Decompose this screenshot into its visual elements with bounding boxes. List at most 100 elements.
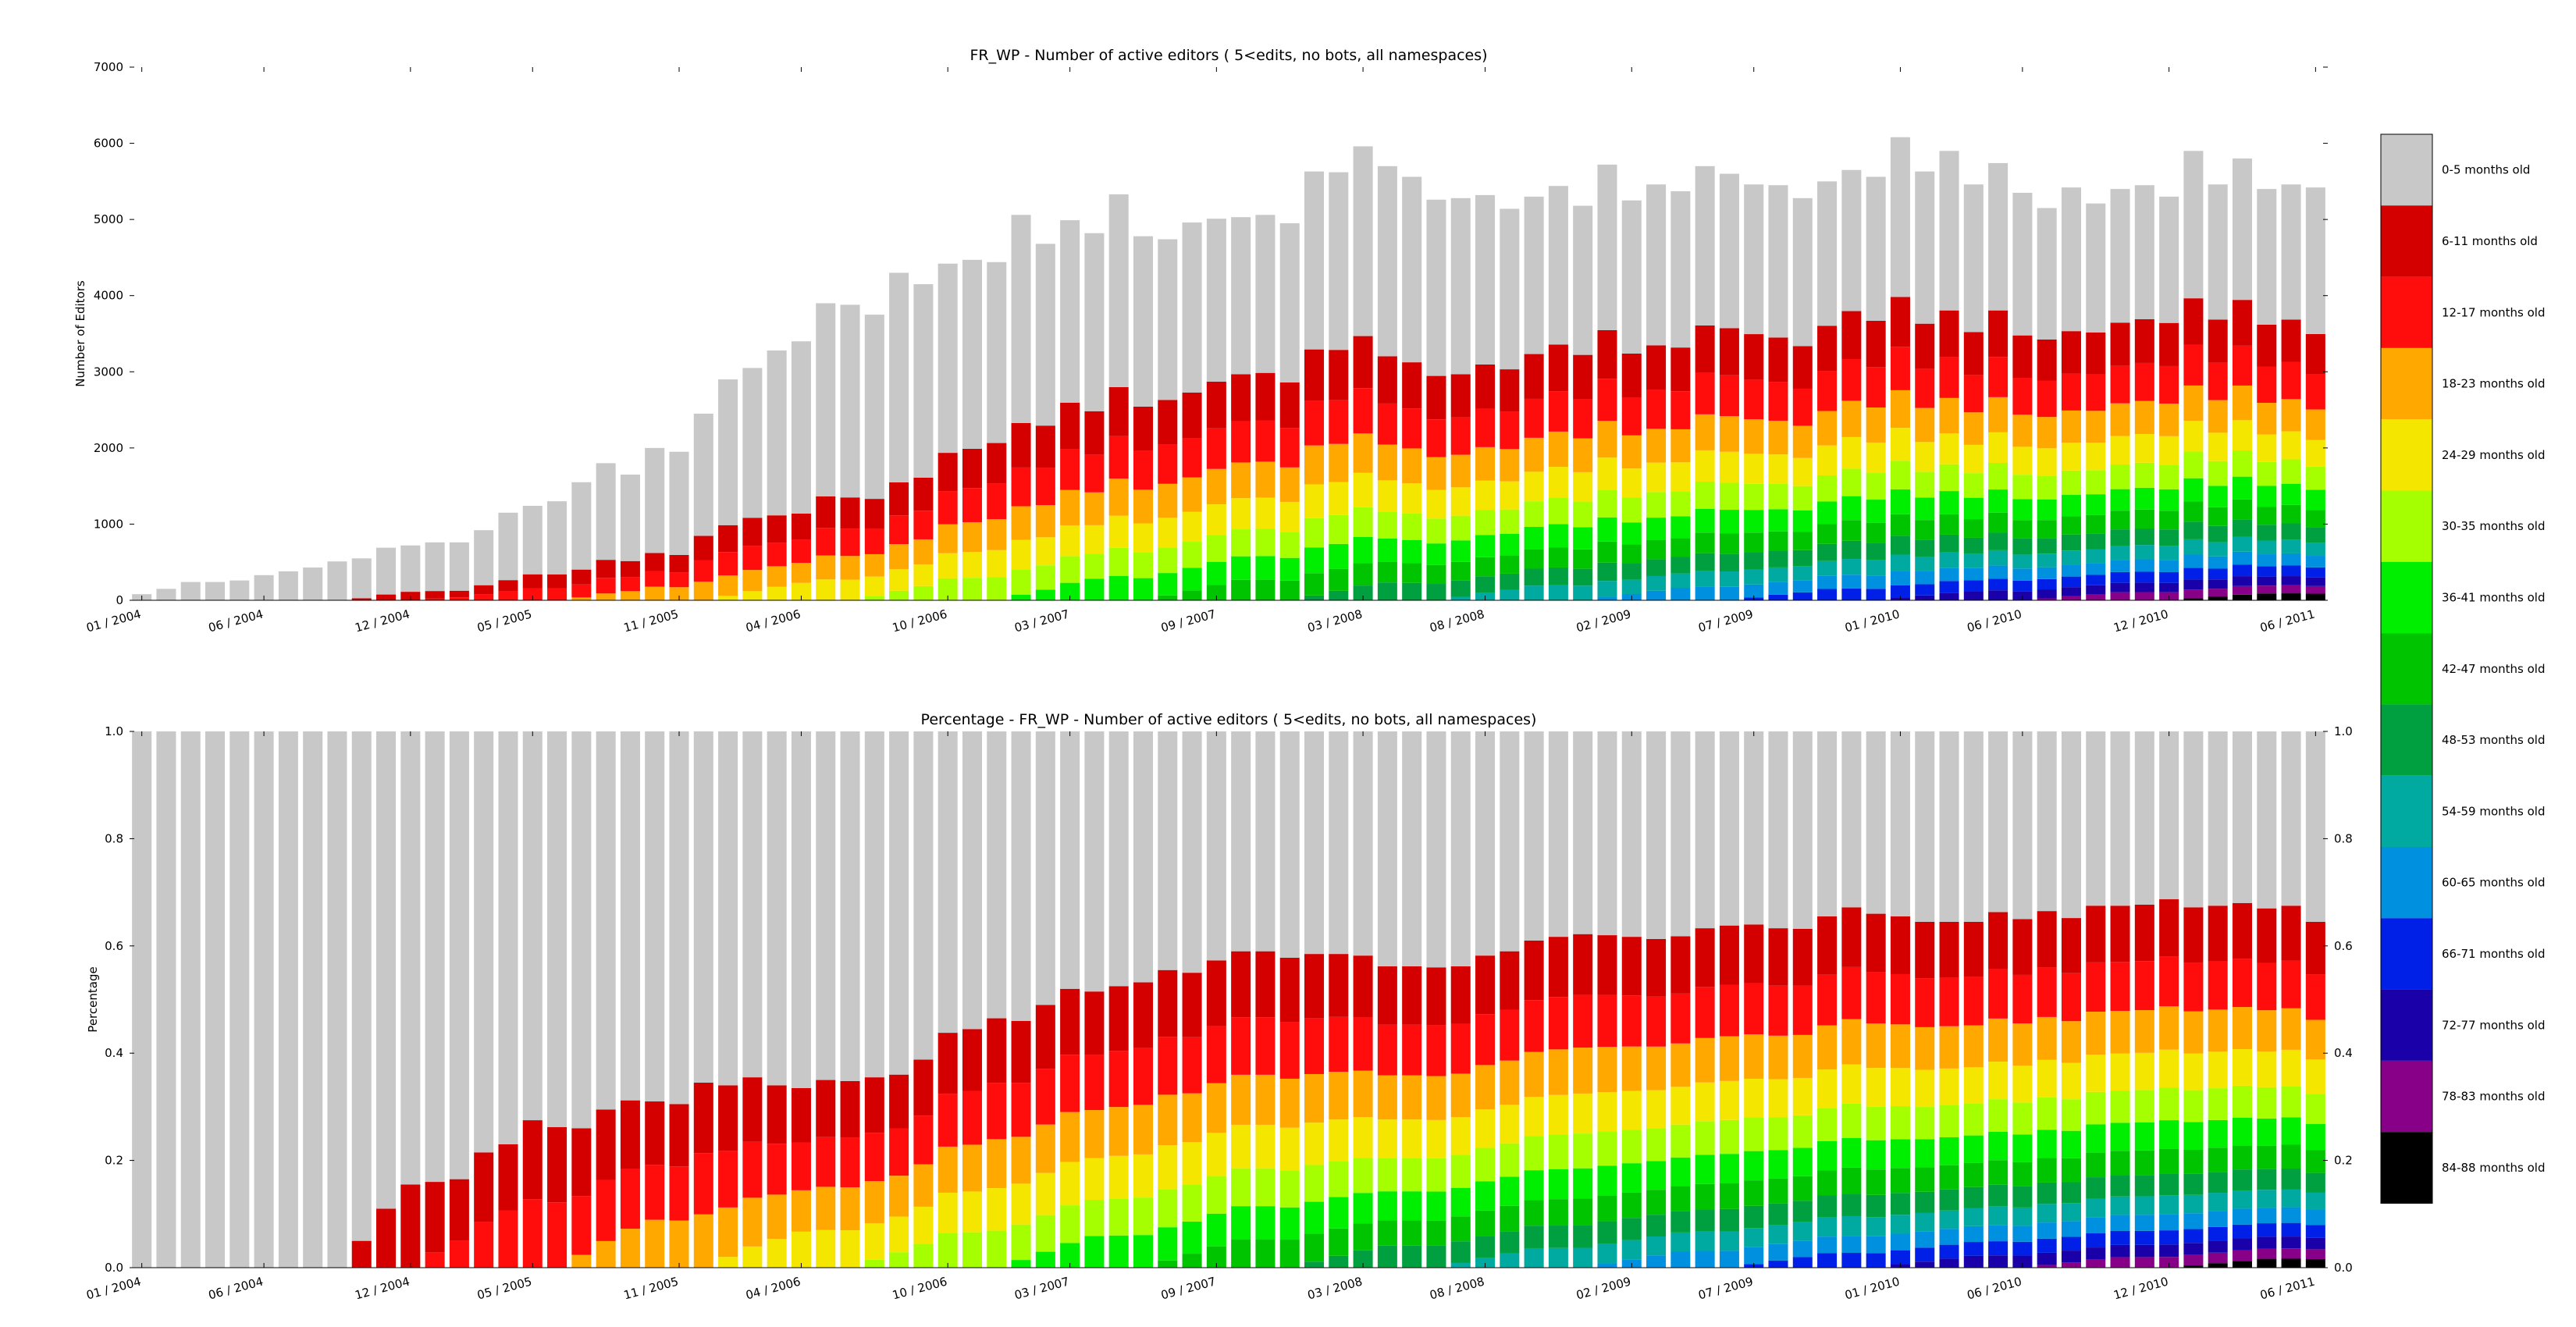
bar-segment — [2086, 1247, 2106, 1260]
bar-segment — [2183, 1243, 2204, 1255]
bar-segment — [1670, 429, 1691, 463]
bar-segment — [1084, 991, 1105, 1055]
bar-segment — [1182, 567, 1202, 591]
bar-segment — [2257, 507, 2277, 525]
bar-segment — [1963, 1208, 1984, 1226]
bar-segment — [1670, 1157, 1691, 1186]
bar-segment — [2232, 1049, 2252, 1086]
bar-segment — [2159, 529, 2179, 546]
bar-segment — [1231, 529, 1251, 557]
bar-segment — [1475, 557, 1496, 577]
y-tick-label: 0.4 — [2334, 1046, 2353, 1060]
bar-segment — [522, 574, 543, 589]
bar-segment — [1500, 1143, 1520, 1177]
bar-segment — [718, 575, 738, 596]
bar-segment — [596, 1109, 616, 1180]
bar-segment — [2086, 1217, 2106, 1234]
bar-segment — [1597, 1092, 1617, 1132]
bar-segment — [2134, 362, 2154, 401]
bar-segment — [1450, 1117, 1471, 1155]
bar-segment — [864, 1259, 884, 1268]
bar-segment — [2012, 1162, 2033, 1186]
bar-segment — [1279, 1078, 1300, 1128]
bar-segment — [913, 1206, 934, 1244]
bar-segment — [1768, 382, 1788, 421]
bar-segment — [1963, 1025, 1984, 1068]
bar-segment — [2257, 1145, 2277, 1169]
bar-segment — [156, 731, 176, 1268]
y-tick-label: 0.6 — [2334, 939, 2353, 953]
bar-segment — [1011, 1137, 1031, 1184]
bar-segment — [889, 590, 909, 600]
bar-segment — [1500, 1231, 1520, 1254]
bar-segment — [1646, 996, 1667, 1047]
bar-segment — [2037, 1265, 2057, 1268]
bar-segment — [2281, 565, 2301, 577]
bar-segment — [1475, 1210, 1496, 1236]
bar-segment — [2257, 1248, 2277, 1259]
bar-segment — [2257, 461, 2277, 486]
bar-segment — [2281, 1168, 2301, 1190]
bar-segment — [2037, 1182, 2057, 1204]
bar-segment — [1279, 382, 1300, 429]
bar-segment — [2183, 1090, 2204, 1122]
bar-segment — [1450, 1241, 1471, 1263]
bar-segment — [913, 1059, 934, 1116]
bar-segment — [2208, 1009, 2228, 1052]
bar-segment — [620, 1229, 640, 1268]
bar-segment — [1011, 215, 1031, 423]
y-tick-label: 0.0 — [105, 1261, 123, 1275]
bar-segment — [2208, 1119, 2228, 1148]
bar-segment — [1695, 165, 1715, 326]
bar-segment — [2208, 1051, 2228, 1089]
bar-segment — [1304, 1233, 1325, 1262]
bar-segment — [1792, 1240, 1813, 1258]
bar-segment — [1719, 925, 1739, 985]
bar-segment — [1450, 417, 1471, 455]
bar-segment — [2134, 462, 2154, 488]
bar-segment — [2110, 731, 2130, 906]
bar-segment — [1573, 1247, 1593, 1268]
bar-segment — [2037, 1204, 2057, 1223]
bar-segment — [1524, 1200, 1544, 1226]
bar-segment — [1670, 1043, 1691, 1087]
bar-segment — [2183, 1122, 2204, 1150]
bar-segment — [1231, 1074, 1251, 1125]
bar-segment — [1084, 233, 1105, 411]
bar-segment — [1402, 1158, 1422, 1192]
bar-segment — [2012, 1066, 2033, 1103]
bar-segment — [1500, 1253, 1520, 1268]
bar-segment — [1890, 489, 1910, 514]
legend-label: 36-41 months old — [2442, 590, 2546, 604]
bar-segment — [1988, 512, 2008, 533]
bar-segment — [2037, 1016, 2057, 1060]
bar-segment — [1377, 480, 1397, 512]
bar-segment — [1915, 368, 1935, 408]
bar-segment — [1670, 191, 1691, 348]
bar-segment — [1524, 1136, 1544, 1171]
y-tick-label: 0.6 — [105, 939, 123, 953]
bar-segment — [254, 731, 274, 1268]
bar-segment — [1060, 988, 1080, 1055]
bar-segment — [1255, 1168, 1276, 1207]
bar-segment — [1744, 379, 1764, 420]
bar-segment — [1988, 357, 2008, 397]
bar-segment — [1573, 1133, 1593, 1169]
bar-segment — [1792, 532, 1813, 550]
bar-segment — [1206, 585, 1226, 600]
bar-segment — [1719, 571, 1739, 587]
bar-segment — [1450, 197, 1471, 375]
bar-segment — [767, 731, 787, 1086]
bar-segment — [1255, 372, 1276, 421]
bar-segment — [2159, 489, 2179, 511]
bar-segment — [1084, 731, 1105, 992]
x-tick-label: 07 / 2009 — [1697, 1274, 1755, 1302]
bar-segment — [1988, 432, 2008, 463]
x-tick-label: 06 / 2010 — [1966, 607, 2023, 635]
bar-segment — [1573, 205, 1593, 355]
bar-segment — [1695, 508, 1715, 533]
bar-segment — [1108, 436, 1129, 479]
bar-segment — [816, 1229, 836, 1268]
bar-segment — [1524, 398, 1544, 438]
bar-segment — [2086, 470, 2106, 495]
